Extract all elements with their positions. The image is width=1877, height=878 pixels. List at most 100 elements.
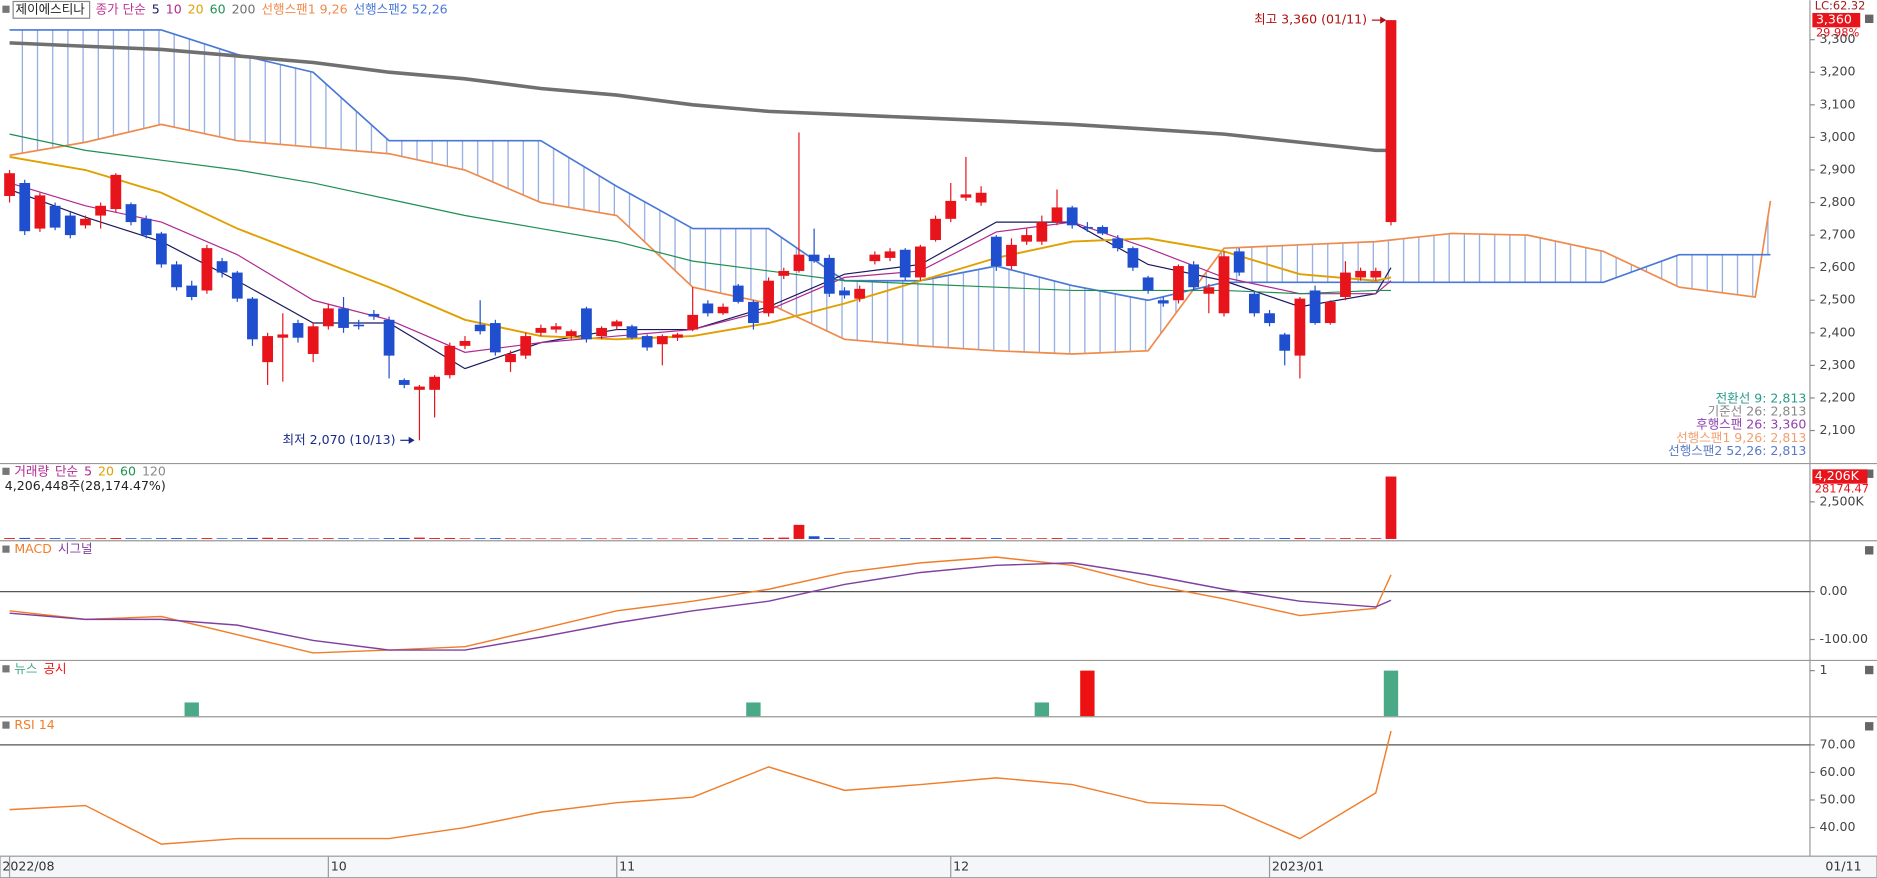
candle-body: [1006, 244, 1017, 267]
volume-bar: [717, 538, 729, 539]
volume-bar: [307, 538, 319, 539]
volume-bar: [565, 538, 577, 540]
title-box: [12, 0, 91, 19]
volume-bar: [626, 538, 638, 539]
series-line: [9, 156, 1392, 341]
candle-body: [1142, 277, 1154, 291]
legend-label: 5: [152, 1, 160, 16]
volume-bar: [975, 538, 987, 539]
volume-bar: [1142, 538, 1154, 539]
volume-bar: [322, 538, 334, 539]
last-date: 01/11: [1825, 858, 1861, 873]
info-label: 기준선 26: 2,813: [1708, 404, 1807, 419]
volume-bar: [459, 538, 471, 539]
candle-body: [884, 251, 896, 258]
volume-bar: [884, 538, 896, 539]
panel-icon: [1865, 722, 1874, 731]
volume-bar: [1173, 538, 1184, 539]
y-tick-label: 2,200: [1820, 389, 1856, 404]
candle-body: [702, 303, 714, 314]
candle-body: [581, 308, 592, 340]
candle-body: [808, 254, 820, 262]
candle-body: [748, 301, 759, 324]
candle-body: [444, 345, 456, 376]
y-tick-label: 3,100: [1820, 96, 1856, 111]
panel-icon: [2, 721, 10, 729]
candle-body: [277, 334, 289, 338]
candle-body: [262, 336, 274, 363]
candle-body: [231, 272, 243, 299]
volume-bar: [444, 537, 456, 539]
volume-bar: [155, 538, 167, 539]
series-line: [9, 730, 1392, 845]
volume-bar: [368, 538, 380, 540]
candle-body: [1248, 293, 1260, 314]
volume-bar: [1203, 538, 1215, 539]
y-tick-label: 2,300: [1820, 357, 1856, 372]
candle-body: [1264, 313, 1275, 324]
series-line: [9, 188, 1392, 370]
info-label: 전환선 9: 2,813: [1716, 390, 1807, 405]
y-tick-label: 40.00: [1820, 819, 1856, 834]
volume-bar: [945, 537, 957, 539]
volume-bar: [489, 538, 501, 539]
y-tick-label: 3,000: [1820, 129, 1856, 144]
volume-bar: [763, 537, 774, 539]
legend-label: 200: [232, 1, 256, 16]
volume-bar: [1006, 538, 1017, 539]
candle-body: [899, 249, 911, 278]
legend-label: 종가 단순: [96, 1, 146, 16]
legend-label: 뉴스: [14, 661, 37, 676]
volume-bar: [687, 538, 699, 539]
volume-bar: [231, 538, 243, 539]
candle-body: [171, 264, 182, 288]
x-tick-label: 11: [619, 858, 635, 873]
legend-label: 단순: [55, 463, 78, 478]
volume-bar: [474, 538, 486, 539]
candle-body: [64, 215, 76, 236]
candle-body: [1188, 264, 1200, 288]
candle-body: [429, 376, 441, 390]
volume-bar: [80, 538, 91, 539]
volume-bar: [854, 538, 866, 539]
y-tick-label: -100.00: [1820, 631, 1868, 646]
x-axis-strip: [0, 855, 1877, 878]
volume-bar: [1097, 538, 1108, 540]
volume-bar: [793, 524, 805, 539]
candle-body: [1127, 248, 1139, 268]
candle-body: [763, 280, 774, 314]
volume-bar: [1112, 538, 1124, 539]
candle-body: [1218, 256, 1230, 314]
candle-body: [1173, 266, 1184, 301]
legend-label: RSI 14: [14, 717, 54, 732]
candle-body: [125, 204, 137, 223]
candle-body: [1309, 290, 1321, 324]
volume-bar: [960, 537, 972, 539]
candle-body: [247, 298, 258, 340]
candle-body: [110, 174, 122, 210]
panel-icon: [2, 467, 10, 475]
candle-body: [945, 200, 957, 219]
volume-bar: [4, 538, 15, 539]
panel-icon: [2, 5, 10, 13]
candle-body: [915, 246, 926, 278]
volume-bar: [140, 538, 152, 539]
legend-label: MACD: [14, 541, 52, 556]
candle-body: [641, 336, 653, 348]
y-tick-label: 3,300: [1820, 31, 1856, 46]
volume-bar: [1066, 538, 1078, 539]
candle-body: [4, 173, 15, 197]
ratio-label: 28174.47: [1815, 482, 1869, 496]
candle-body: [823, 257, 835, 294]
candle-body: [778, 270, 790, 276]
candle-body: [793, 254, 805, 271]
volume-bar: [778, 537, 790, 539]
candle-body: [398, 380, 410, 385]
y-tick-label: 2,500: [1820, 292, 1856, 307]
current-volume-box: [1812, 469, 1868, 484]
candle-body: [656, 336, 668, 345]
candle-body: [505, 353, 516, 363]
y-tick-label: 3,200: [1820, 64, 1856, 79]
x-tick-label: 2023/01: [1272, 858, 1324, 873]
candle-body: [1157, 300, 1169, 304]
